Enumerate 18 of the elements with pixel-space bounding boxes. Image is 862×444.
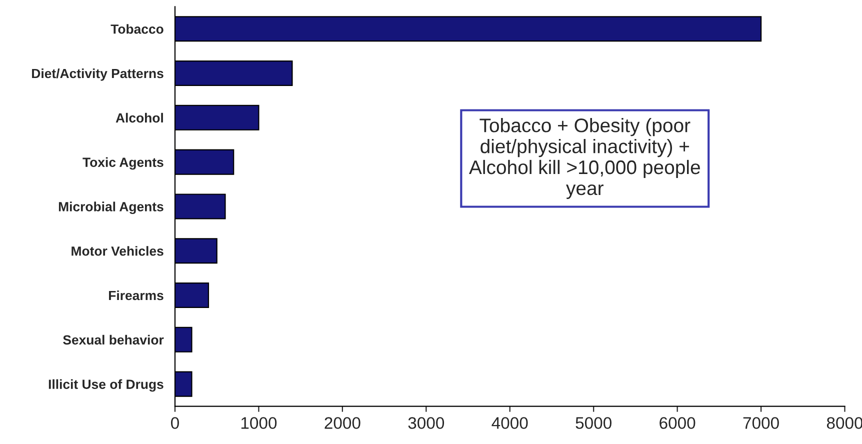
annotation: Tobacco + Obesity (poor diet/physical inactivity) + Alcohol kill >10,000 people year (468, 118, 700, 199)
y-tick-label: Tobacco (110, 24, 164, 34)
x-tick-label: 7000 (743, 417, 779, 429)
x-tick-label: 0 (171, 417, 179, 429)
x-tick-label: 3000 (408, 417, 444, 429)
y-tick-label: Firearms (109, 290, 164, 300)
y-tick-label: Sexual behavior (63, 334, 164, 345)
x-tick-label: 2000 (324, 417, 360, 429)
y-tick-label: Microbial Agents (58, 202, 164, 214)
x-tick-label: 1000 (241, 417, 277, 429)
y-tick-label: Diet/Activity Patterns (32, 68, 164, 81)
x-tick-label: 6000 (660, 417, 696, 429)
y-tick-label: Illicit Use of Drugs (48, 379, 164, 392)
x-tick-label: 4000 (492, 417, 528, 429)
y-tick-label: Toxic Agents (82, 157, 164, 170)
y-tick-label: Alcohol (116, 112, 163, 123)
y-tick-label: Motor Vehicles (72, 246, 164, 256)
x-tick-label: 5000 (576, 417, 612, 429)
